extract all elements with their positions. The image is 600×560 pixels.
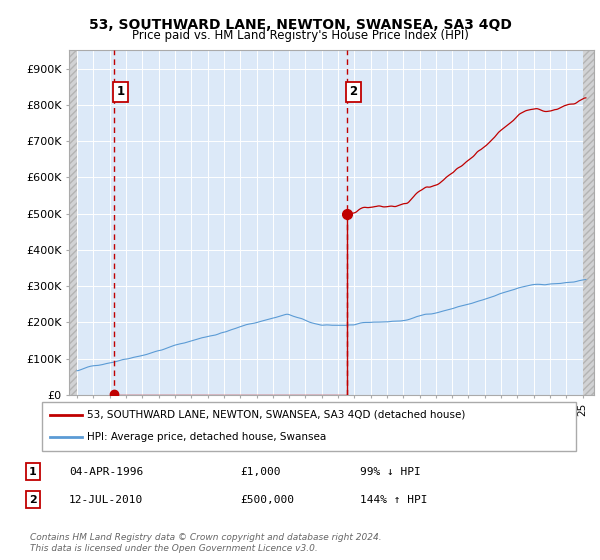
Bar — [69, 50, 77, 395]
Text: HPI: Average price, detached house, Swansea: HPI: Average price, detached house, Swan… — [88, 432, 326, 442]
Text: 1: 1 — [29, 466, 37, 477]
Text: Contains HM Land Registry data © Crown copyright and database right 2024.
This d: Contains HM Land Registry data © Crown c… — [30, 533, 382, 553]
Text: 12-JUL-2010: 12-JUL-2010 — [69, 494, 143, 505]
Bar — [583, 50, 594, 395]
Text: 144% ↑ HPI: 144% ↑ HPI — [360, 494, 427, 505]
Text: £1,000: £1,000 — [240, 466, 281, 477]
Text: 1: 1 — [116, 85, 125, 98]
Text: 53, SOUTHWARD LANE, NEWTON, SWANSEA, SA3 4QD (detached house): 53, SOUTHWARD LANE, NEWTON, SWANSEA, SA3… — [88, 410, 466, 420]
Text: 99% ↓ HPI: 99% ↓ HPI — [360, 466, 421, 477]
Text: 2: 2 — [349, 85, 358, 98]
Text: Price paid vs. HM Land Registry's House Price Index (HPI): Price paid vs. HM Land Registry's House … — [131, 29, 469, 42]
Text: 2: 2 — [29, 494, 37, 505]
Text: 04-APR-1996: 04-APR-1996 — [69, 466, 143, 477]
Text: 53, SOUTHWARD LANE, NEWTON, SWANSEA, SA3 4QD: 53, SOUTHWARD LANE, NEWTON, SWANSEA, SA3… — [89, 18, 511, 32]
Text: £500,000: £500,000 — [240, 494, 294, 505]
